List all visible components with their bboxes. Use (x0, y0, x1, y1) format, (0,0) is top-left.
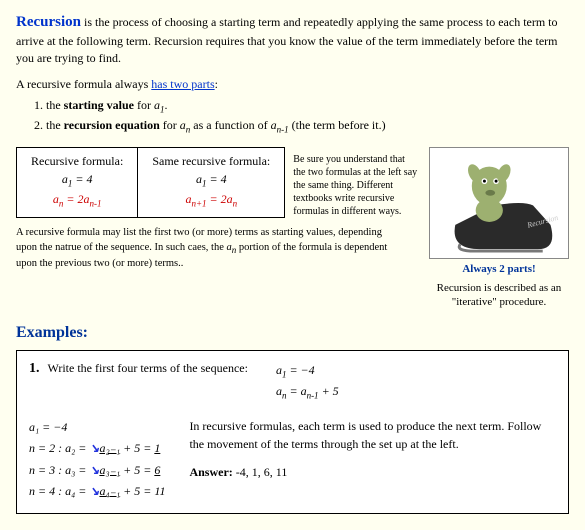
parts-lead: A recursive formula always (16, 77, 151, 91)
part1-pre: 1. the (34, 98, 64, 112)
w1r: 1 (154, 441, 160, 455)
part1-post: for (134, 98, 154, 112)
w2p: n = 3 : a₃ = (29, 463, 89, 477)
w1u: a₂₋₁ (99, 441, 120, 455)
intro-paragraph: Recursion is the process of choosing a s… (16, 12, 569, 67)
formula-cell-1: Recursive formula: a1 = 4 an = 2an-1 (17, 148, 138, 218)
work-steps: a₁ = −4 n = 2 : a₂ = ↘a₂₋₁ + 5 = 1 n = 3… (29, 417, 165, 503)
side-description: Recursion is described as an "iterative"… (429, 281, 569, 310)
t2l2s: n+1 (191, 198, 206, 208)
example-work-row: a₁ = −4 n = 2 : a₂ = ↘a₂₋₁ + 5 = 1 n = 3… (29, 417, 556, 503)
document-page: Recursion is the process of choosing a s… (0, 0, 585, 530)
w3u: a₄₋₁ (99, 484, 120, 498)
example-prompt-row: 1. Write the first four terms of the seq… (29, 361, 556, 403)
note-text: Be sure you understand that the two form… (293, 147, 419, 218)
t1l1r: = 4 (72, 172, 92, 186)
parts-colon: : (215, 77, 218, 91)
part-1: 1. the starting value for a1. (34, 96, 569, 117)
formula-table: Recursive formula: a1 = 4 an = 2an-1 Sam… (16, 147, 285, 218)
exf1r: = −4 (286, 363, 314, 377)
tbl-header-1: Recursive formula: (31, 154, 123, 169)
w1m: + 5 = (120, 441, 154, 455)
w3p: n = 4 : a₄ = (29, 484, 89, 498)
arrow-icon: ↘ (89, 441, 99, 455)
w2m: + 5 = (120, 463, 154, 477)
w3r: 11 (154, 484, 165, 498)
footnote: A recursive formula may list the first t… (16, 226, 396, 271)
answer-values: -4, 1, 6, 11 (233, 465, 288, 479)
work-explanation: In recursive formulas, each term is used… (189, 417, 556, 453)
cartoon-caption: Always 2 parts! (429, 263, 569, 275)
part2-post: for (160, 118, 180, 132)
side-box: Recursion Always 2 parts! Recursion is d… (429, 147, 569, 310)
t2l1r: = 4 (206, 172, 226, 186)
part2-sub2: n-1 (277, 125, 289, 135)
tbl-header-2: Same recursive formula: (152, 154, 270, 169)
part1-period: . (165, 98, 168, 112)
arrow-icon: ↘ (89, 484, 99, 498)
exf2e: + 5 (319, 384, 339, 398)
title-word: Recursion (16, 14, 81, 30)
work-line-0: a₁ = −4 (29, 417, 165, 439)
cartoon-frame: Recursion (429, 147, 569, 259)
part2-pre: 2. the (34, 118, 64, 132)
example-box: 1. Write the first four terms of the seq… (16, 350, 569, 514)
answer-label: Answer: (189, 465, 232, 479)
exf2s2: n-1 (307, 390, 319, 400)
part2-bold: recursion equation (64, 118, 160, 132)
part-2: 2. the recursion equation for an as a fu… (34, 116, 569, 137)
work-line-2: n = 3 : a₃ = ↘a₃₋₁ + 5 = 6 (29, 460, 165, 482)
part2-mid: as a function of (190, 118, 270, 132)
example-prompt: Write the first four terms of the sequen… (48, 361, 248, 376)
formula-cell-2: Same recursive formula: a1 = 4 an+1 = 2a… (138, 148, 285, 218)
parts-list: 1. the starting value for a1. 2. the rec… (34, 96, 569, 138)
t1l2s2: n-1 (89, 198, 101, 208)
work-line-1: n = 2 : a₂ = ↘a₂₋₁ + 5 = 1 (29, 438, 165, 460)
example-number: 1. (29, 361, 40, 377)
work-line-3: n = 4 : a₄ = ↘a₄₋₁ + 5 = 11 (29, 481, 165, 503)
work-explanation-col: In recursive formulas, each term is used… (189, 417, 556, 503)
intro-text: is the process of choosing a starting te… (16, 15, 558, 65)
example-given-formulas: a1 = −4 an = an-1 + 5 (276, 361, 339, 403)
arrow-icon: ↘ (89, 463, 99, 477)
w3m: + 5 = (120, 484, 154, 498)
two-parts-link[interactable]: has two parts (151, 77, 214, 91)
w2u: a₃₋₁ (99, 463, 120, 477)
t1l2m: = 2 (63, 192, 83, 206)
w2r: 6 (154, 463, 160, 477)
t2l2m: = 2 (207, 192, 227, 206)
main-row: Recursive formula: a1 = 4 an = 2an-1 Sam… (16, 147, 569, 310)
w1p: n = 2 : a₂ = (29, 441, 89, 455)
t2l2s2: n (233, 198, 238, 208)
part2-end: (the term before it.) (289, 118, 386, 132)
parts-lead-line: A recursive formula always has two parts… (16, 77, 569, 92)
exf2m: = (286, 384, 300, 398)
part1-bold: starting value (64, 98, 134, 112)
answer-line: Answer: -4, 1, 6, 11 (189, 463, 556, 481)
left-col: Recursive formula: a1 = 4 an = 2an-1 Sam… (16, 147, 419, 271)
cartoon-icon: Recursion (434, 152, 564, 254)
examples-header: Examples: (16, 324, 569, 342)
